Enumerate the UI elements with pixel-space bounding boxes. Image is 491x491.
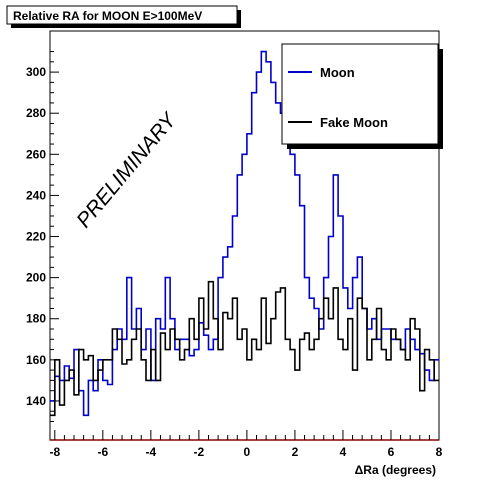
- x-tick-label--8: -8: [49, 445, 60, 459]
- x-tick-label-0: 0: [244, 445, 251, 459]
- y-axis: 140 160 180 200 220 240 260 280 300: [26, 51, 59, 423]
- legend: Moon Fake Moon: [281, 43, 443, 149]
- x-tick-label--2: -2: [194, 445, 205, 459]
- y-tick-label-300: 300: [26, 65, 46, 79]
- chart-title: Relative RA for MOON E>100MeV: [13, 9, 202, 23]
- x-tick-label--4: -4: [146, 445, 157, 459]
- x-tick-label-4: 4: [340, 445, 347, 459]
- y-tick-label-240: 240: [26, 188, 46, 202]
- x-tick-label--6: -6: [97, 445, 108, 459]
- x-tick-label-6: 6: [388, 445, 395, 459]
- y-tick-label-140: 140: [26, 394, 46, 408]
- y-tick-label-200: 200: [26, 271, 46, 285]
- legend-label-moon: Moon: [320, 65, 355, 80]
- series-layer: [50, 50, 439, 417]
- x-tick-label-8: 8: [436, 445, 443, 459]
- chart-title-box: Relative RA for MOON E>100MeV: [6, 5, 241, 28]
- preliminary-annotation: PRELIMINARY: [72, 107, 182, 232]
- y-tick-label-260: 260: [26, 147, 46, 161]
- x-axis: -8 -6 -4 -2 0 2 4 6 8: [49, 430, 443, 459]
- y-tick-label-280: 280: [26, 106, 46, 120]
- x-axis-title: ΔRa (degrees): [355, 463, 436, 477]
- title-box-frame: [6, 5, 238, 25]
- x-tick-label-2: 2: [292, 445, 299, 459]
- series-moon-histogram: [50, 50, 439, 417]
- y-tick-label-180: 180: [26, 312, 46, 326]
- legend-frame: [281, 43, 439, 145]
- series-fake-moon-histogram: [50, 280, 439, 417]
- legend-label-fake-moon: Fake Moon: [320, 115, 388, 130]
- y-tick-label-220: 220: [26, 230, 46, 244]
- y-tick-label-160: 160: [26, 353, 46, 367]
